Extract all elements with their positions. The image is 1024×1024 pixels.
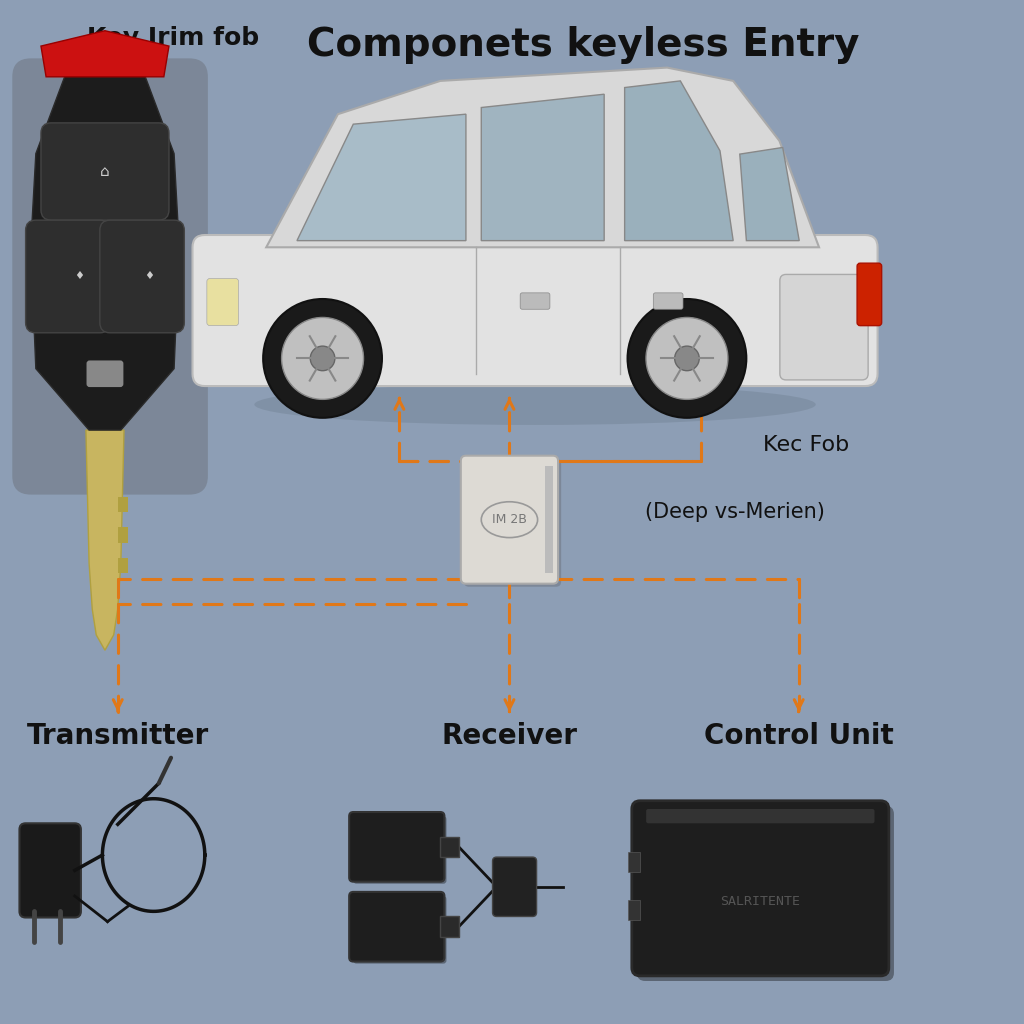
Text: Kec Fob: Kec Fob — [763, 435, 849, 456]
FancyBboxPatch shape — [193, 236, 878, 386]
FancyBboxPatch shape — [857, 263, 882, 326]
Ellipse shape — [254, 384, 816, 425]
FancyBboxPatch shape — [780, 274, 868, 380]
Polygon shape — [739, 147, 799, 241]
FancyBboxPatch shape — [628, 899, 640, 920]
FancyBboxPatch shape — [118, 558, 128, 573]
FancyBboxPatch shape — [353, 816, 446, 884]
Polygon shape — [31, 72, 179, 430]
FancyBboxPatch shape — [19, 823, 81, 918]
FancyBboxPatch shape — [520, 293, 550, 309]
Polygon shape — [86, 430, 124, 650]
FancyBboxPatch shape — [464, 459, 561, 587]
Polygon shape — [297, 114, 466, 241]
Text: ♦: ♦ — [74, 271, 84, 282]
FancyBboxPatch shape — [646, 809, 874, 823]
FancyBboxPatch shape — [118, 527, 128, 543]
Polygon shape — [481, 94, 604, 241]
Text: (Deep vs-Merien): (Deep vs-Merien) — [645, 502, 825, 522]
FancyBboxPatch shape — [207, 279, 239, 326]
Circle shape — [675, 346, 699, 371]
Text: Receiver: Receiver — [441, 722, 578, 750]
Circle shape — [646, 317, 728, 399]
Text: Key Irim fob: Key Irim fob — [87, 26, 259, 49]
FancyBboxPatch shape — [440, 837, 459, 857]
Text: ♦: ♦ — [144, 271, 155, 282]
FancyBboxPatch shape — [545, 466, 553, 573]
Circle shape — [310, 346, 335, 371]
FancyBboxPatch shape — [12, 58, 208, 495]
FancyBboxPatch shape — [461, 456, 558, 584]
Circle shape — [628, 299, 746, 418]
Text: IM 2B: IM 2B — [492, 513, 527, 526]
FancyBboxPatch shape — [349, 812, 444, 882]
FancyBboxPatch shape — [653, 293, 683, 309]
Polygon shape — [266, 68, 819, 247]
Circle shape — [282, 317, 364, 399]
FancyBboxPatch shape — [26, 220, 110, 333]
Circle shape — [263, 299, 382, 418]
Text: SALRITENTE: SALRITENTE — [720, 895, 801, 907]
Text: Control Unit: Control Unit — [703, 722, 894, 750]
Text: ⌂: ⌂ — [100, 164, 110, 178]
FancyBboxPatch shape — [100, 220, 184, 333]
FancyBboxPatch shape — [637, 806, 894, 981]
FancyBboxPatch shape — [349, 892, 444, 962]
Polygon shape — [41, 31, 169, 77]
Polygon shape — [625, 81, 733, 241]
FancyBboxPatch shape — [118, 497, 128, 512]
FancyBboxPatch shape — [632, 801, 889, 976]
FancyBboxPatch shape — [353, 896, 446, 964]
Text: Componets keyless Entry: Componets keyless Entry — [307, 26, 860, 63]
FancyBboxPatch shape — [440, 916, 459, 937]
FancyBboxPatch shape — [86, 360, 123, 387]
Text: Transmitter: Transmitter — [27, 722, 209, 750]
FancyBboxPatch shape — [41, 123, 169, 220]
FancyBboxPatch shape — [493, 857, 537, 916]
FancyBboxPatch shape — [628, 852, 640, 872]
